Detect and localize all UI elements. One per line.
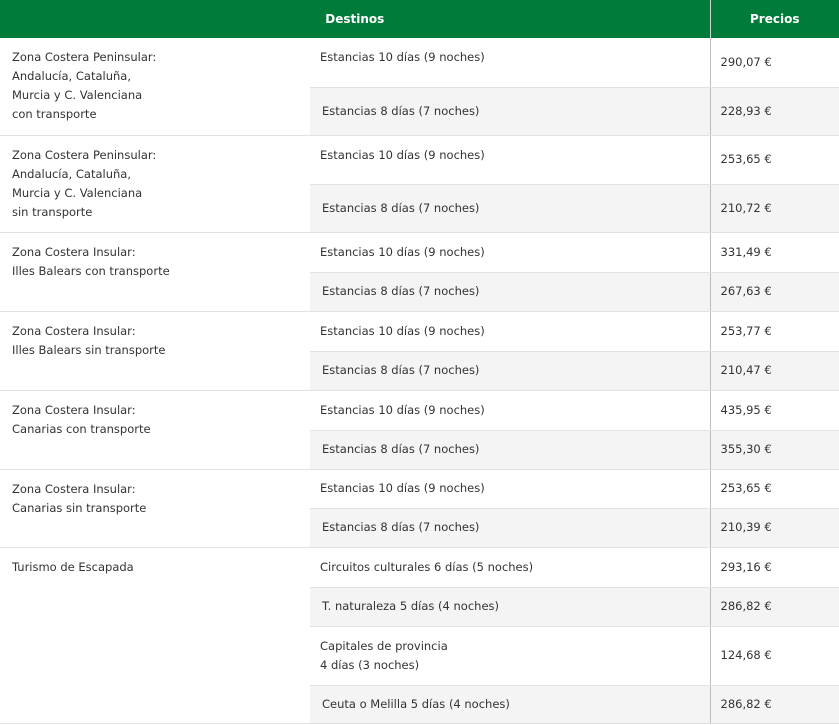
price-cell: 253,65 € bbox=[709, 135, 839, 185]
stay-type-line: 4 días (3 noches) bbox=[320, 657, 420, 672]
group-name-line: Andalucía, Cataluña, bbox=[12, 69, 131, 83]
table-row: Estancias 8 días (7 noches) 210,39 € bbox=[0, 508, 839, 548]
header-destinos: Destinos bbox=[0, 0, 710, 38]
stay-type-line: Estancias 8 días (7 noches) bbox=[322, 284, 480, 298]
price-cell: 290,07 € bbox=[709, 38, 839, 88]
stay-type: Estancias 10 días (9 noches) bbox=[310, 469, 710, 509]
table-header-row: Destinos Precios bbox=[0, 0, 839, 38]
group-name-line: Zona Costera Insular: bbox=[12, 244, 136, 259]
group-name-line: Zona Costera Insular: bbox=[12, 323, 136, 338]
stay-type: Estancias 10 días (9 noches) bbox=[310, 135, 710, 185]
stay-type: Estancias 10 días (9 noches) bbox=[310, 390, 710, 431]
price-cell: 210,39 € bbox=[709, 508, 839, 548]
destination-group: Zona Costera Insular: Illes Balears con t… bbox=[0, 232, 310, 312]
stay-type-line: Estancias 10 días (9 noches) bbox=[320, 244, 485, 259]
price-cell: 210,47 € bbox=[709, 351, 839, 391]
destination-group: Turismo de Escapada bbox=[0, 547, 310, 724]
destination-group: Zona Costera Insular: Illes Balears sin t… bbox=[0, 311, 310, 391]
price-cell: 253,77 € bbox=[709, 311, 839, 352]
table-row: Estancias 8 días (7 noches) 228,93 € bbox=[0, 87, 839, 136]
stay-type-line: Estancias 8 días (7 noches) bbox=[322, 103, 480, 118]
stay-type: T. naturaleza 5 días (4 noches) bbox=[310, 587, 710, 627]
group-name-line: Andalucía, Cataluña, bbox=[12, 166, 131, 181]
price-cell: 228,93 € bbox=[709, 87, 839, 136]
table-row: Zona Costera Insular: Canarias sin transp… bbox=[0, 469, 839, 548]
stay-type-line: Estancias 8 días (7 noches) bbox=[322, 363, 480, 377]
stay-type: Estancias 8 días (7 noches) bbox=[310, 351, 710, 391]
stay-type: Estancias 8 días (7 noches) bbox=[310, 184, 710, 233]
destination-group: Zona Costera Insular: Canarias sin transp… bbox=[0, 469, 310, 548]
price-cell: 355,30 € bbox=[709, 430, 839, 470]
group-name-line: Zona Costera Peninsular: bbox=[12, 147, 157, 162]
table-row: Estancias 8 días (7 noches) 355,30 € bbox=[0, 430, 839, 470]
table-row: Zona Costera Peninsular: Andalucía, Catal… bbox=[0, 135, 839, 233]
price-cell: 293,16 € bbox=[709, 547, 839, 588]
stay-type-line: Ceuta o Melilla 5 días (4 noches) bbox=[322, 696, 510, 711]
price-cell: 331,49 € bbox=[709, 232, 839, 273]
stay-type: Ceuta o Melilla 5 días (4 noches) bbox=[310, 685, 710, 724]
price-cell: 286,82 € bbox=[709, 587, 839, 627]
stay-type: Estancias 8 días (7 noches) bbox=[310, 272, 710, 312]
stay-type: Estancias 8 días (7 noches) bbox=[310, 430, 710, 470]
group-name-line: Illes Balears con transporte bbox=[12, 263, 170, 278]
stay-type: Estancias 10 días (9 noches) bbox=[310, 232, 710, 273]
price-cell: 435,95 € bbox=[709, 390, 839, 431]
table-row: Ceuta o Melilla 5 días (4 noches) 286,82 … bbox=[0, 685, 839, 724]
stay-type-line: Capitales de provincia bbox=[320, 638, 448, 653]
group-name-line: Illes Balears sin transporte bbox=[12, 342, 166, 357]
stay-type-line: Estancias 10 días (9 noches) bbox=[320, 402, 485, 417]
table-row: Estancias 8 días (7 noches) 210,47 € bbox=[0, 351, 839, 391]
group-name-line: Zona Costera Insular: bbox=[12, 402, 136, 417]
group-name-line: Murcia y C. Valenciana bbox=[12, 88, 143, 102]
group-name-line: Turismo de Escapada bbox=[12, 559, 134, 574]
stay-type-line: Estancias 10 días (9 noches) bbox=[320, 147, 485, 162]
stay-type-line: Estancias 10 días (9 noches) bbox=[320, 50, 485, 64]
destination-group: Zona Costera Insular: Canarias con transp… bbox=[0, 390, 310, 470]
table-row: Capitales de provincia 4 días (3 noches) 1… bbox=[0, 626, 839, 686]
stay-type-line: T. naturaleza 5 días (4 noches) bbox=[322, 599, 499, 613]
stay-type: Estancias 8 días (7 noches) bbox=[310, 87, 710, 136]
group-name-line: Zona Costera Insular: bbox=[12, 481, 136, 496]
group-name-line: Canarias con transporte bbox=[12, 421, 151, 436]
stay-type-line: Estancias 8 días (7 noches) bbox=[322, 442, 480, 456]
table-row: Estancias 8 días (7 noches) 210,72 € bbox=[0, 184, 839, 233]
table-row: Zona Costera Insular: Illes Balears sin t… bbox=[0, 311, 839, 391]
table-row: Zona Costera Insular: Canarias con transp… bbox=[0, 390, 839, 470]
table-row: Estancias 8 días (7 noches) 267,63 € bbox=[0, 272, 839, 312]
table-row: T. naturaleza 5 días (4 noches) 286,82 € bbox=[0, 587, 839, 627]
stay-type: Estancias 10 días (9 noches) bbox=[310, 311, 710, 352]
table-body: Zona Costera Peninsular: Andalucía, Catal… bbox=[0, 38, 839, 724]
stay-type-line: Estancias 10 días (9 noches) bbox=[320, 481, 485, 495]
group-name-line: Zona Costera Peninsular: bbox=[12, 50, 157, 64]
stay-type-line: Estancias 8 días (7 noches) bbox=[322, 200, 480, 215]
destination-group: Zona Costera Peninsular: Andalucía, Catal… bbox=[0, 135, 310, 233]
stay-type-line: Estancias 10 días (9 noches) bbox=[320, 323, 485, 338]
header-precios: Precios bbox=[709, 0, 839, 38]
group-name-line: Murcia y C. Valenciana bbox=[12, 185, 143, 200]
stay-type: Estancias 10 días (9 noches) bbox=[310, 38, 710, 88]
table-row: Zona Costera Insular: Illes Balears con t… bbox=[0, 232, 839, 312]
group-name-line: sin transporte bbox=[12, 204, 93, 219]
group-name-line: Canarias sin transporte bbox=[12, 500, 147, 515]
price-cell: 124,68 € bbox=[709, 626, 839, 686]
stay-type-line: Circuitos culturales 6 días (5 noches) bbox=[320, 559, 534, 574]
stay-type: Circuitos culturales 6 días (5 noches) bbox=[310, 547, 710, 588]
stay-type-line: Estancias 8 días (7 noches) bbox=[322, 520, 480, 534]
stay-type: Estancias 8 días (7 noches) bbox=[310, 508, 710, 548]
table-row: Zona Costera Peninsular: Andalucía, Catal… bbox=[0, 38, 839, 136]
destination-group: Zona Costera Peninsular: Andalucía, Catal… bbox=[0, 38, 310, 136]
price-cell: 210,72 € bbox=[709, 184, 839, 233]
group-name-line: con transporte bbox=[12, 107, 97, 121]
stay-type: Capitales de provincia 4 días (3 noches) bbox=[310, 626, 710, 686]
price-cell: 253,65 € bbox=[709, 469, 839, 509]
table-row: Turismo de Escapada Circuitos culturales … bbox=[0, 547, 839, 724]
price-cell: 267,63 € bbox=[709, 272, 839, 312]
price-cell: 286,82 € bbox=[709, 685, 839, 724]
